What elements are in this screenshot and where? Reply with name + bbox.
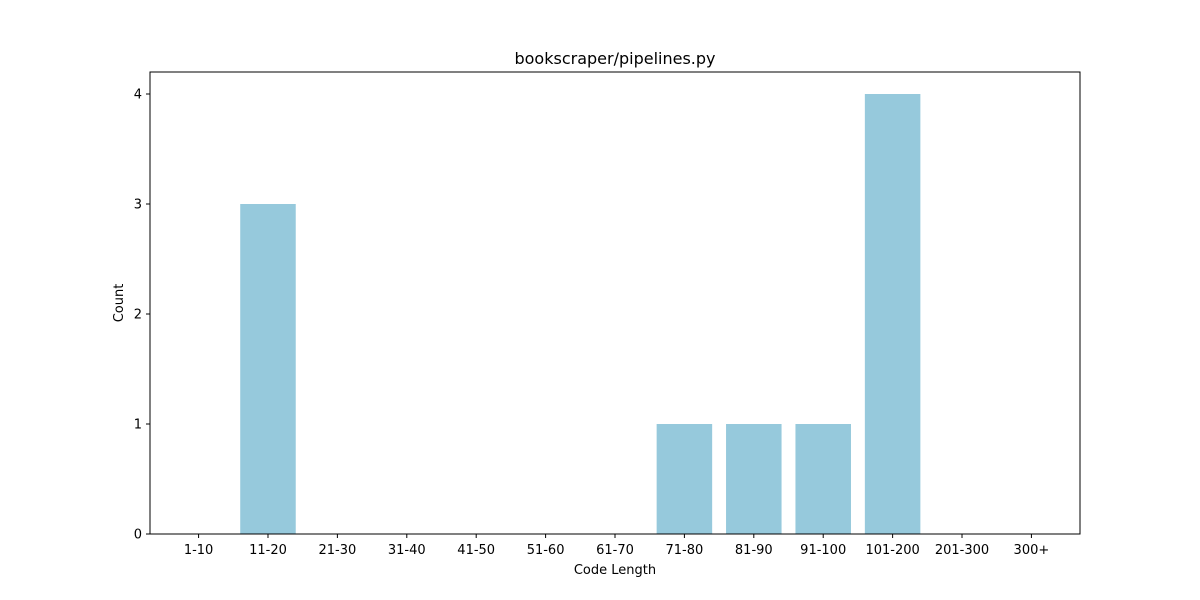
bar-101-200	[864, 94, 921, 534]
x-tick-label: 71-80	[666, 543, 704, 558]
bar-81-90	[726, 424, 782, 534]
x-tick-label: 11-20	[249, 543, 287, 558]
bar-11-20	[240, 204, 296, 534]
y-tick-label: 2	[134, 308, 142, 323]
bar-71-80	[656, 424, 713, 534]
x-axis-label: Code Length	[574, 563, 656, 578]
x-axis-ticks: 1-10 11-20 21-30 31-40 41-50 51-60 61-70 71-80 8…	[184, 534, 1049, 558]
x-tick-label: 61-70	[596, 543, 634, 558]
x-tick-label: 21-30	[318, 543, 356, 558]
x-tick-label: 31-40	[388, 543, 426, 558]
x-tick-label: 101-200	[865, 543, 919, 558]
x-tick-label: 201-300	[935, 543, 989, 558]
y-axis-label: Count	[112, 284, 127, 323]
chart-title: bookscraper/pipelines.py	[514, 49, 715, 68]
bar-91-100	[795, 424, 851, 534]
y-tick-label: 3	[134, 198, 142, 213]
x-tick-label: 41-50	[457, 543, 495, 558]
x-tick-label: 1-10	[184, 543, 214, 558]
x-tick-label: 81-90	[735, 543, 773, 558]
y-tick-label: 0	[134, 528, 142, 543]
bars-group	[240, 94, 921, 534]
x-tick-label: 51-60	[527, 543, 565, 558]
y-axis-ticks: 0 1 2 3 4	[134, 88, 150, 543]
x-tick-label: 91-100	[800, 543, 846, 558]
x-tick-label: 300+	[1014, 543, 1050, 558]
y-tick-label: 4	[134, 88, 142, 103]
y-tick-label: 1	[134, 418, 142, 433]
